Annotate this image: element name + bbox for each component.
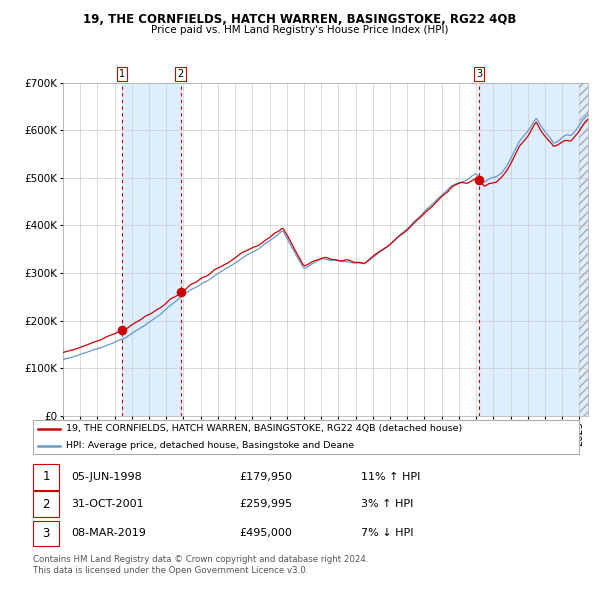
FancyBboxPatch shape (33, 520, 59, 546)
Text: 31-OCT-2001: 31-OCT-2001 (71, 499, 144, 509)
Text: 11% ↑ HPI: 11% ↑ HPI (361, 472, 421, 481)
Text: 19, THE CORNFIELDS, HATCH WARREN, BASINGSTOKE, RG22 4QB: 19, THE CORNFIELDS, HATCH WARREN, BASING… (83, 13, 517, 26)
Point (176, 287, 185, 297)
Text: This data is licensed under the Open Government Licence v3.0.: This data is licensed under the Open Gov… (33, 566, 308, 575)
Text: £259,995: £259,995 (240, 499, 293, 509)
Text: £179,950: £179,950 (240, 472, 293, 481)
Text: 1: 1 (119, 69, 125, 79)
FancyBboxPatch shape (33, 464, 59, 490)
FancyBboxPatch shape (33, 491, 59, 517)
Text: 3% ↑ HPI: 3% ↑ HPI (361, 499, 413, 509)
Text: 7% ↓ HPI: 7% ↓ HPI (361, 529, 414, 539)
Text: 19, THE CORNFIELDS, HATCH WARREN, BASINGSTOKE, RG22 4QB (detached house): 19, THE CORNFIELDS, HATCH WARREN, BASING… (66, 424, 462, 433)
Point (475, 175, 484, 185)
FancyBboxPatch shape (33, 420, 579, 454)
Bar (479, 83, 588, 416)
Text: HPI: Average price, detached house, Basingstoke and Deane: HPI: Average price, detached house, Basi… (66, 441, 354, 450)
Text: 05-JUN-1998: 05-JUN-1998 (71, 472, 142, 481)
Text: Price paid vs. HM Land Registry's House Price Index (HPI): Price paid vs. HM Land Registry's House … (151, 25, 449, 35)
Text: 08-MAR-2019: 08-MAR-2019 (71, 529, 146, 539)
Text: 3: 3 (43, 527, 50, 540)
Text: Contains HM Land Registry data © Crown copyright and database right 2024.: Contains HM Land Registry data © Crown c… (33, 555, 368, 563)
Text: 1: 1 (42, 470, 50, 483)
Text: £495,000: £495,000 (240, 529, 293, 539)
Bar (580, 83, 588, 416)
Text: 2: 2 (42, 497, 50, 511)
Bar (122, 83, 181, 416)
Point (117, 326, 127, 335)
Text: 3: 3 (476, 69, 482, 79)
Text: 2: 2 (178, 69, 184, 79)
